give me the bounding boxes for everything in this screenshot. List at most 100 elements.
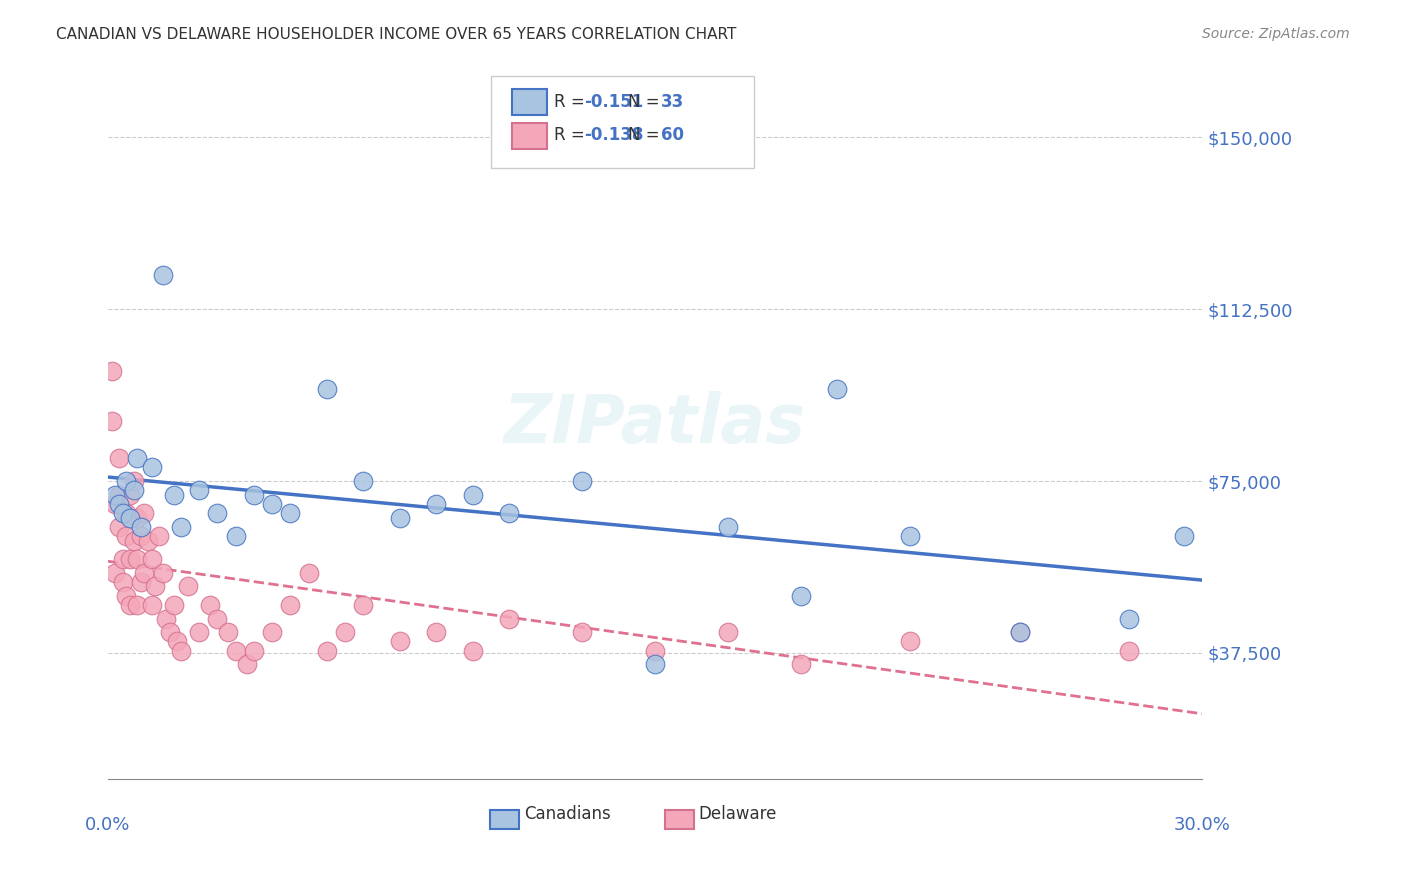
Point <box>141 552 163 566</box>
Point <box>1008 625 1031 640</box>
Point <box>141 460 163 475</box>
Point <box>166 634 188 648</box>
Point <box>297 566 319 580</box>
Text: N =: N = <box>627 93 665 111</box>
Point <box>262 497 284 511</box>
Point <box>152 268 174 282</box>
Point <box>217 625 239 640</box>
Point <box>108 497 131 511</box>
Point <box>111 552 134 566</box>
Point <box>104 566 127 580</box>
Point <box>207 506 229 520</box>
Point <box>118 598 141 612</box>
Point <box>243 488 266 502</box>
Point <box>571 625 593 640</box>
Point <box>498 611 520 625</box>
Point <box>198 598 221 612</box>
Point <box>717 520 740 534</box>
Point <box>100 414 122 428</box>
Point <box>122 483 145 498</box>
Point <box>315 643 337 657</box>
Point <box>127 451 149 466</box>
Point <box>163 488 186 502</box>
Point <box>148 529 170 543</box>
Point <box>159 625 181 640</box>
Point <box>262 625 284 640</box>
FancyBboxPatch shape <box>491 76 754 168</box>
Point <box>127 552 149 566</box>
Point <box>134 506 156 520</box>
Point <box>177 579 200 593</box>
Point <box>1118 611 1140 625</box>
Point <box>717 625 740 640</box>
Text: 60: 60 <box>661 127 683 145</box>
Point <box>127 510 149 524</box>
Point <box>352 598 374 612</box>
Point <box>115 474 138 488</box>
Point <box>155 611 177 625</box>
FancyBboxPatch shape <box>512 89 547 115</box>
Point <box>118 488 141 502</box>
Point <box>790 589 813 603</box>
Point <box>111 574 134 589</box>
Point <box>122 533 145 548</box>
FancyBboxPatch shape <box>665 810 695 830</box>
Point <box>108 520 131 534</box>
Text: R =: R = <box>554 93 591 111</box>
Point <box>1173 529 1195 543</box>
Point <box>118 552 141 566</box>
Point <box>170 520 193 534</box>
Point <box>108 488 131 502</box>
Point <box>129 529 152 543</box>
Point <box>141 598 163 612</box>
FancyBboxPatch shape <box>512 122 547 149</box>
Point <box>122 474 145 488</box>
Point <box>644 643 666 657</box>
Point <box>388 634 411 648</box>
Point <box>644 657 666 672</box>
Point <box>115 529 138 543</box>
Point <box>170 643 193 657</box>
Point <box>100 364 122 378</box>
Point <box>111 506 134 520</box>
FancyBboxPatch shape <box>489 810 519 830</box>
Text: Delaware: Delaware <box>699 805 778 823</box>
Point <box>280 598 302 612</box>
Point <box>127 598 149 612</box>
Point <box>134 566 156 580</box>
Text: -0.138: -0.138 <box>583 127 644 145</box>
Text: ZIPatlas: ZIPatlas <box>505 391 806 457</box>
Point <box>425 625 447 640</box>
Point <box>280 506 302 520</box>
Point <box>188 625 211 640</box>
Point <box>900 529 922 543</box>
Point <box>425 497 447 511</box>
Text: N =: N = <box>627 127 665 145</box>
Point <box>498 506 520 520</box>
Point <box>104 488 127 502</box>
Point <box>207 611 229 625</box>
Point <box>145 579 167 593</box>
Point <box>115 589 138 603</box>
Point <box>571 474 593 488</box>
Point <box>900 634 922 648</box>
Point <box>188 483 211 498</box>
Text: 33: 33 <box>661 93 683 111</box>
Point <box>129 520 152 534</box>
Point <box>225 529 247 543</box>
Point <box>129 574 152 589</box>
Point <box>104 497 127 511</box>
Text: Source: ZipAtlas.com: Source: ZipAtlas.com <box>1202 27 1350 41</box>
Text: 0.0%: 0.0% <box>86 815 131 834</box>
Point <box>315 383 337 397</box>
Point <box>461 488 484 502</box>
Point <box>235 657 257 672</box>
Point <box>108 451 131 466</box>
Point <box>388 510 411 524</box>
Point <box>136 533 159 548</box>
Point <box>163 598 186 612</box>
Point <box>1008 625 1031 640</box>
Text: -0.151: -0.151 <box>583 93 643 111</box>
Text: R =: R = <box>554 127 591 145</box>
Point <box>225 643 247 657</box>
